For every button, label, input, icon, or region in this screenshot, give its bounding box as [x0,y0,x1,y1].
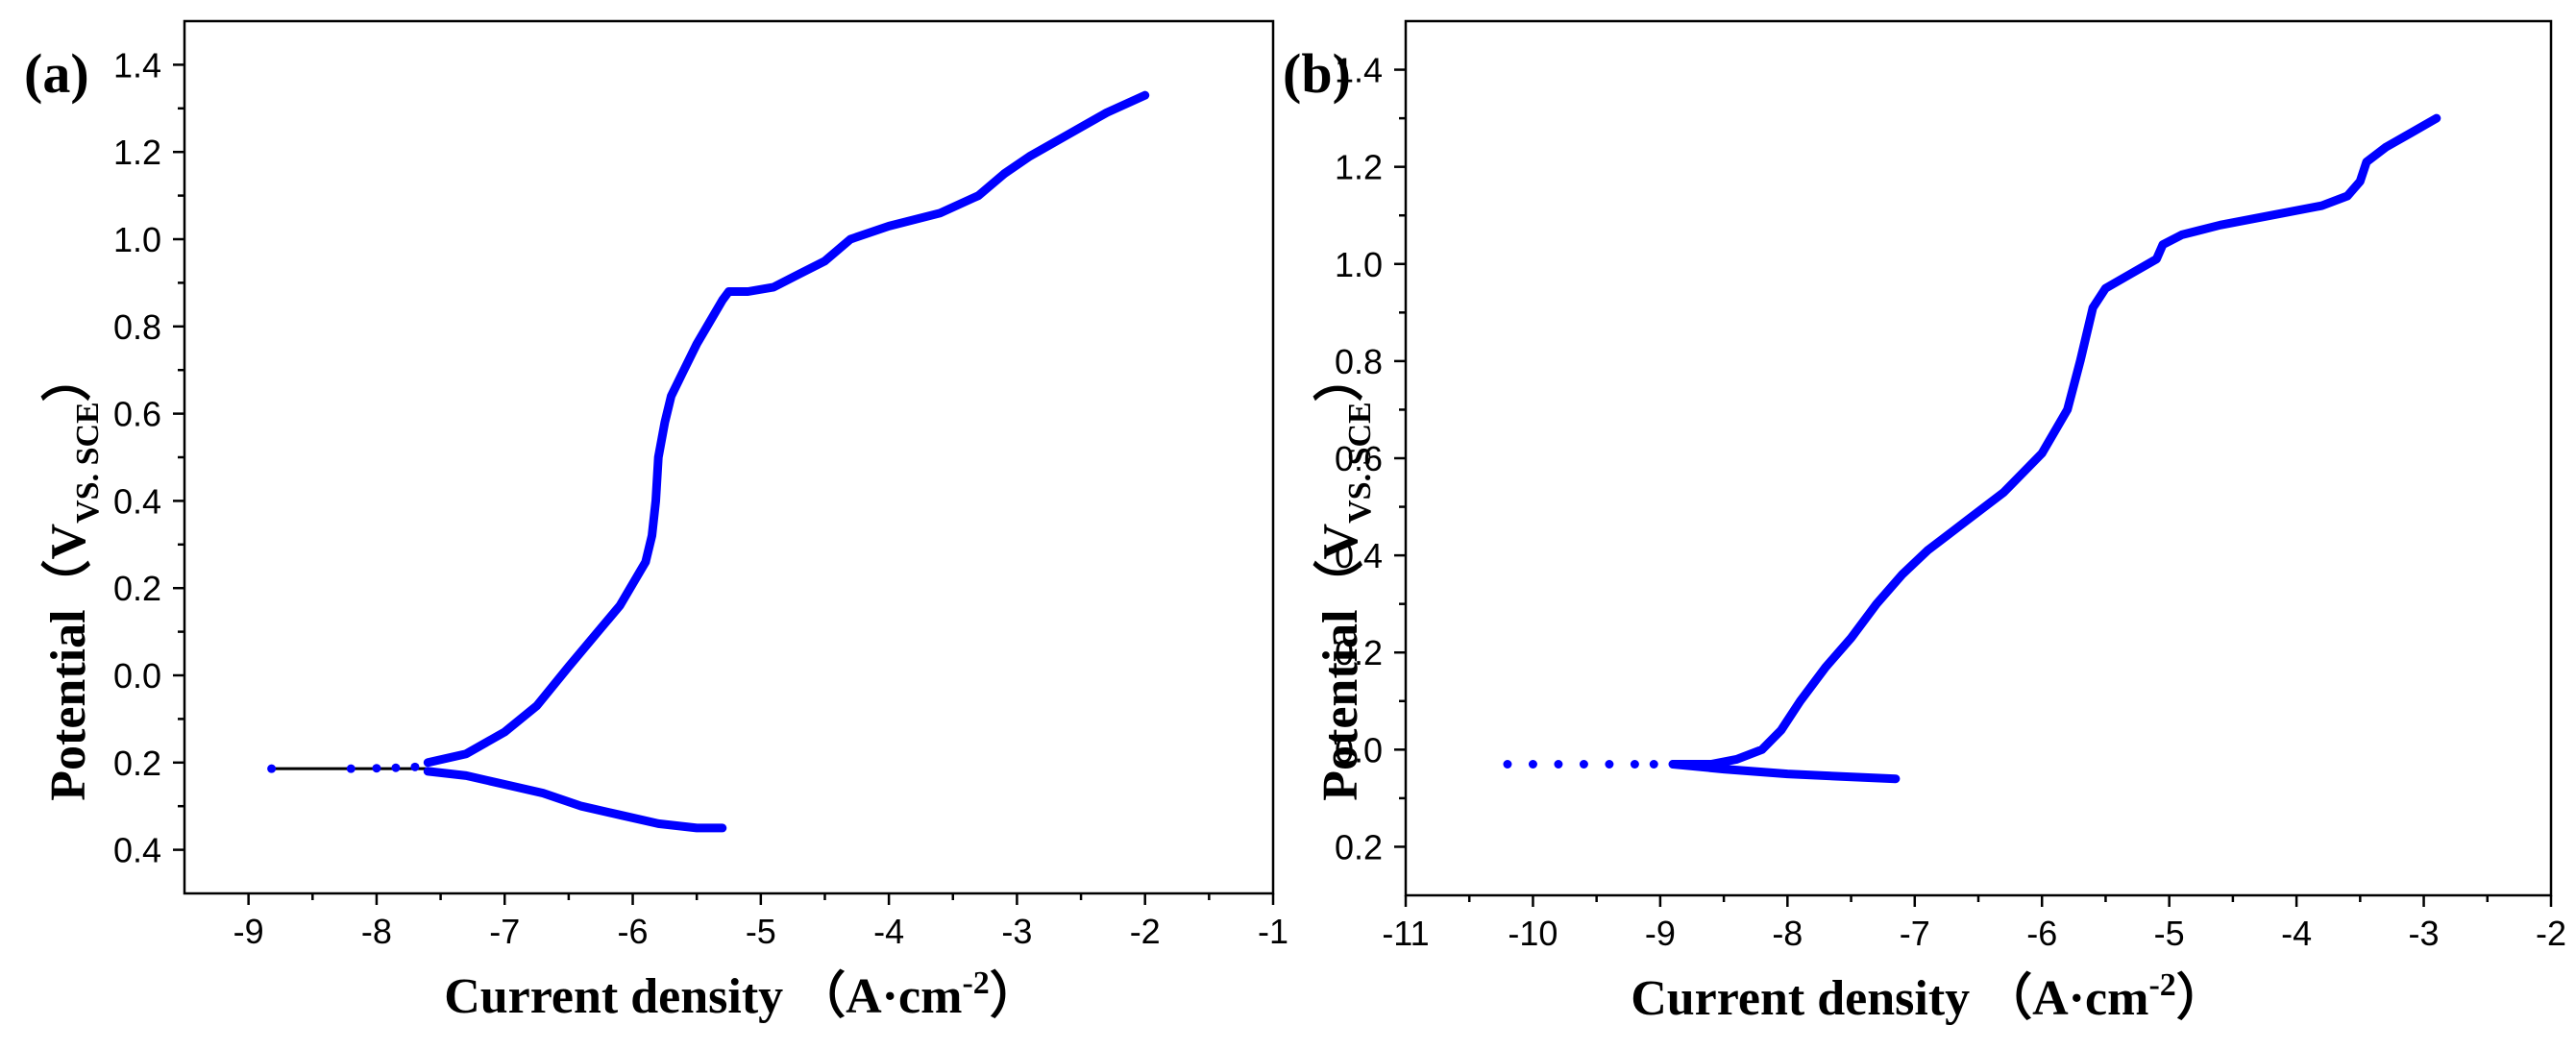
chart-0-x-tick-label: -3 [1001,912,1032,951]
chart-0-y-tick-label: 1.2 [113,133,161,172]
chart-0-y-axis-title: Potential（VVS. SCE） [40,352,106,800]
chart-panel-a: -9 -8 -7 -6 -5 -4 -3 -2 -1 0.4 0.2 0.0 0.2 0.4 0.6 0.8 1… [24,19,1288,1024]
chart-0-y-axis-title-sub: VS. SCE [70,402,106,524]
chart-1-x-axis-title-main: Current density （A·cm [1631,970,2148,1026]
chart-1-x-tick-label: -10 [1508,914,1558,953]
chart-1-anodic-curve [1668,113,2441,769]
chart-0-x-tick-label: -8 [361,912,392,951]
chart-0-y-tick-label: 0.2 [113,744,161,783]
chart-1-x-axis-title: Current density （A·cm-2） [1631,967,2226,1026]
chart-0-panel-label: (a) [24,42,89,105]
chart-1-x-tick-label: -2 [2536,914,2566,953]
chart-1-rest-point [1579,760,1588,769]
chart-1-rest-point [1503,760,1512,769]
chart-0-rest-point [267,764,277,773]
chart-1-x-tick-label: -4 [2281,914,2312,953]
chart-1-y-tick-label: 1.0 [1335,245,1383,284]
chart-0-x-tick-label: -9 [233,912,264,951]
chart-1-x-tick-label: -5 [2154,914,2185,953]
chart-1-x-tick-label: -6 [2026,914,2057,953]
chart-1-panel-label: (b) [1283,42,1351,105]
chart-1-rest-point [1528,760,1537,769]
chart-0-y-tick-label: 0.6 [113,395,161,434]
chart-1-y-tick-label: 0.0 [1335,730,1383,769]
chart-0-y-axis-title-main: Potential（V [40,524,96,801]
chart-1-x-tick-label: -8 [1772,914,1803,953]
chart-0-y-axis-title-close: ） [40,352,96,402]
chart-1-rest-point [1630,760,1639,769]
chart-1-cathodic-curve [1668,760,1901,784]
chart-0-y-tick-label: 0.8 [113,307,161,347]
chart-1-rest-point [1554,760,1563,769]
chart-panel-b: -11 -10 -9 -8 -7 -6 -5 -4 -3 -2 0.2 0.0 0.2 0.4 0.6 0.8… [1283,19,2566,1026]
chart-0-y-tick-label: 1.4 [113,45,161,85]
chart-1-rest-point [1605,760,1614,769]
chart-0-rest-point [346,764,356,773]
chart-0-rest-point [410,762,420,771]
chart-1-y-tick-label: 0.2 [1335,827,1383,867]
chart-0-x-axis-title-close: ） [990,968,1040,1024]
chart-0-y-tick-label: 1.0 [113,220,161,259]
chart-0-x-tick-label: -4 [873,912,904,951]
chart-0-x-axis-title-exp: -2 [962,965,989,1001]
chart-1-x-tick-label: -9 [1645,914,1676,953]
chart-0-anodic-curve [423,90,1150,768]
chart-0-rest-point [372,764,381,773]
chart-1-y-axis-title: Potential（VVS. SCE） [1313,352,1378,800]
chart-0-cathodic-curve [423,767,727,833]
chart-1-y-axis-title-close: ） [1313,352,1368,402]
chart-0-y-tick-label: 0.2 [113,569,161,608]
chart-1-y-tick-label: 0.6 [1335,439,1383,478]
chart-0-x-tick-label: -1 [1258,912,1288,951]
chart-0-rest-point [391,763,401,772]
chart-0-x-tick-label: -2 [1130,912,1161,951]
chart-1-y-axis-title-main: Potential（V [1313,524,1368,801]
chart-1-y-axis-title-sub: VS. SCE [1342,402,1378,524]
chart-1-x-tick-label: -7 [1900,914,1930,953]
chart-0-x-axis-title-main: Current density （A·cm [444,968,962,1024]
chart-1-x-tick-label: -11 [1382,914,1429,953]
chart-1-y-tick-label: 0.4 [1335,536,1383,575]
chart-1-x-axis-title-exp: -2 [2148,967,2175,1003]
chart-0-y-tick-label: 0.4 [113,481,161,521]
chart-0-x-tick-label: -5 [746,912,776,951]
chart-1-y-tick-label: 0.2 [1335,633,1383,672]
chart-1-y-tick-label: 0.8 [1335,342,1383,381]
chart-0-plot-frame [183,19,1275,895]
chart-1-y-tick-label: 1.4 [1335,51,1383,90]
chart-0-y-tick-label: 0.4 [113,831,161,870]
chart-0-x-axis-title: Current density （A·cm-2） [444,965,1040,1024]
chart-0-x-tick-label: -6 [618,912,649,951]
chart-1-y-tick-label: 1.2 [1335,148,1383,187]
chart-0-y-tick-label: 0.0 [113,656,161,696]
chart-1-x-tick-label: -3 [2409,914,2440,953]
chart-1-rest-point [1649,760,1658,769]
chart-0-x-tick-label: -7 [489,912,520,951]
chart-1-x-axis-title-close: ） [2176,970,2226,1026]
